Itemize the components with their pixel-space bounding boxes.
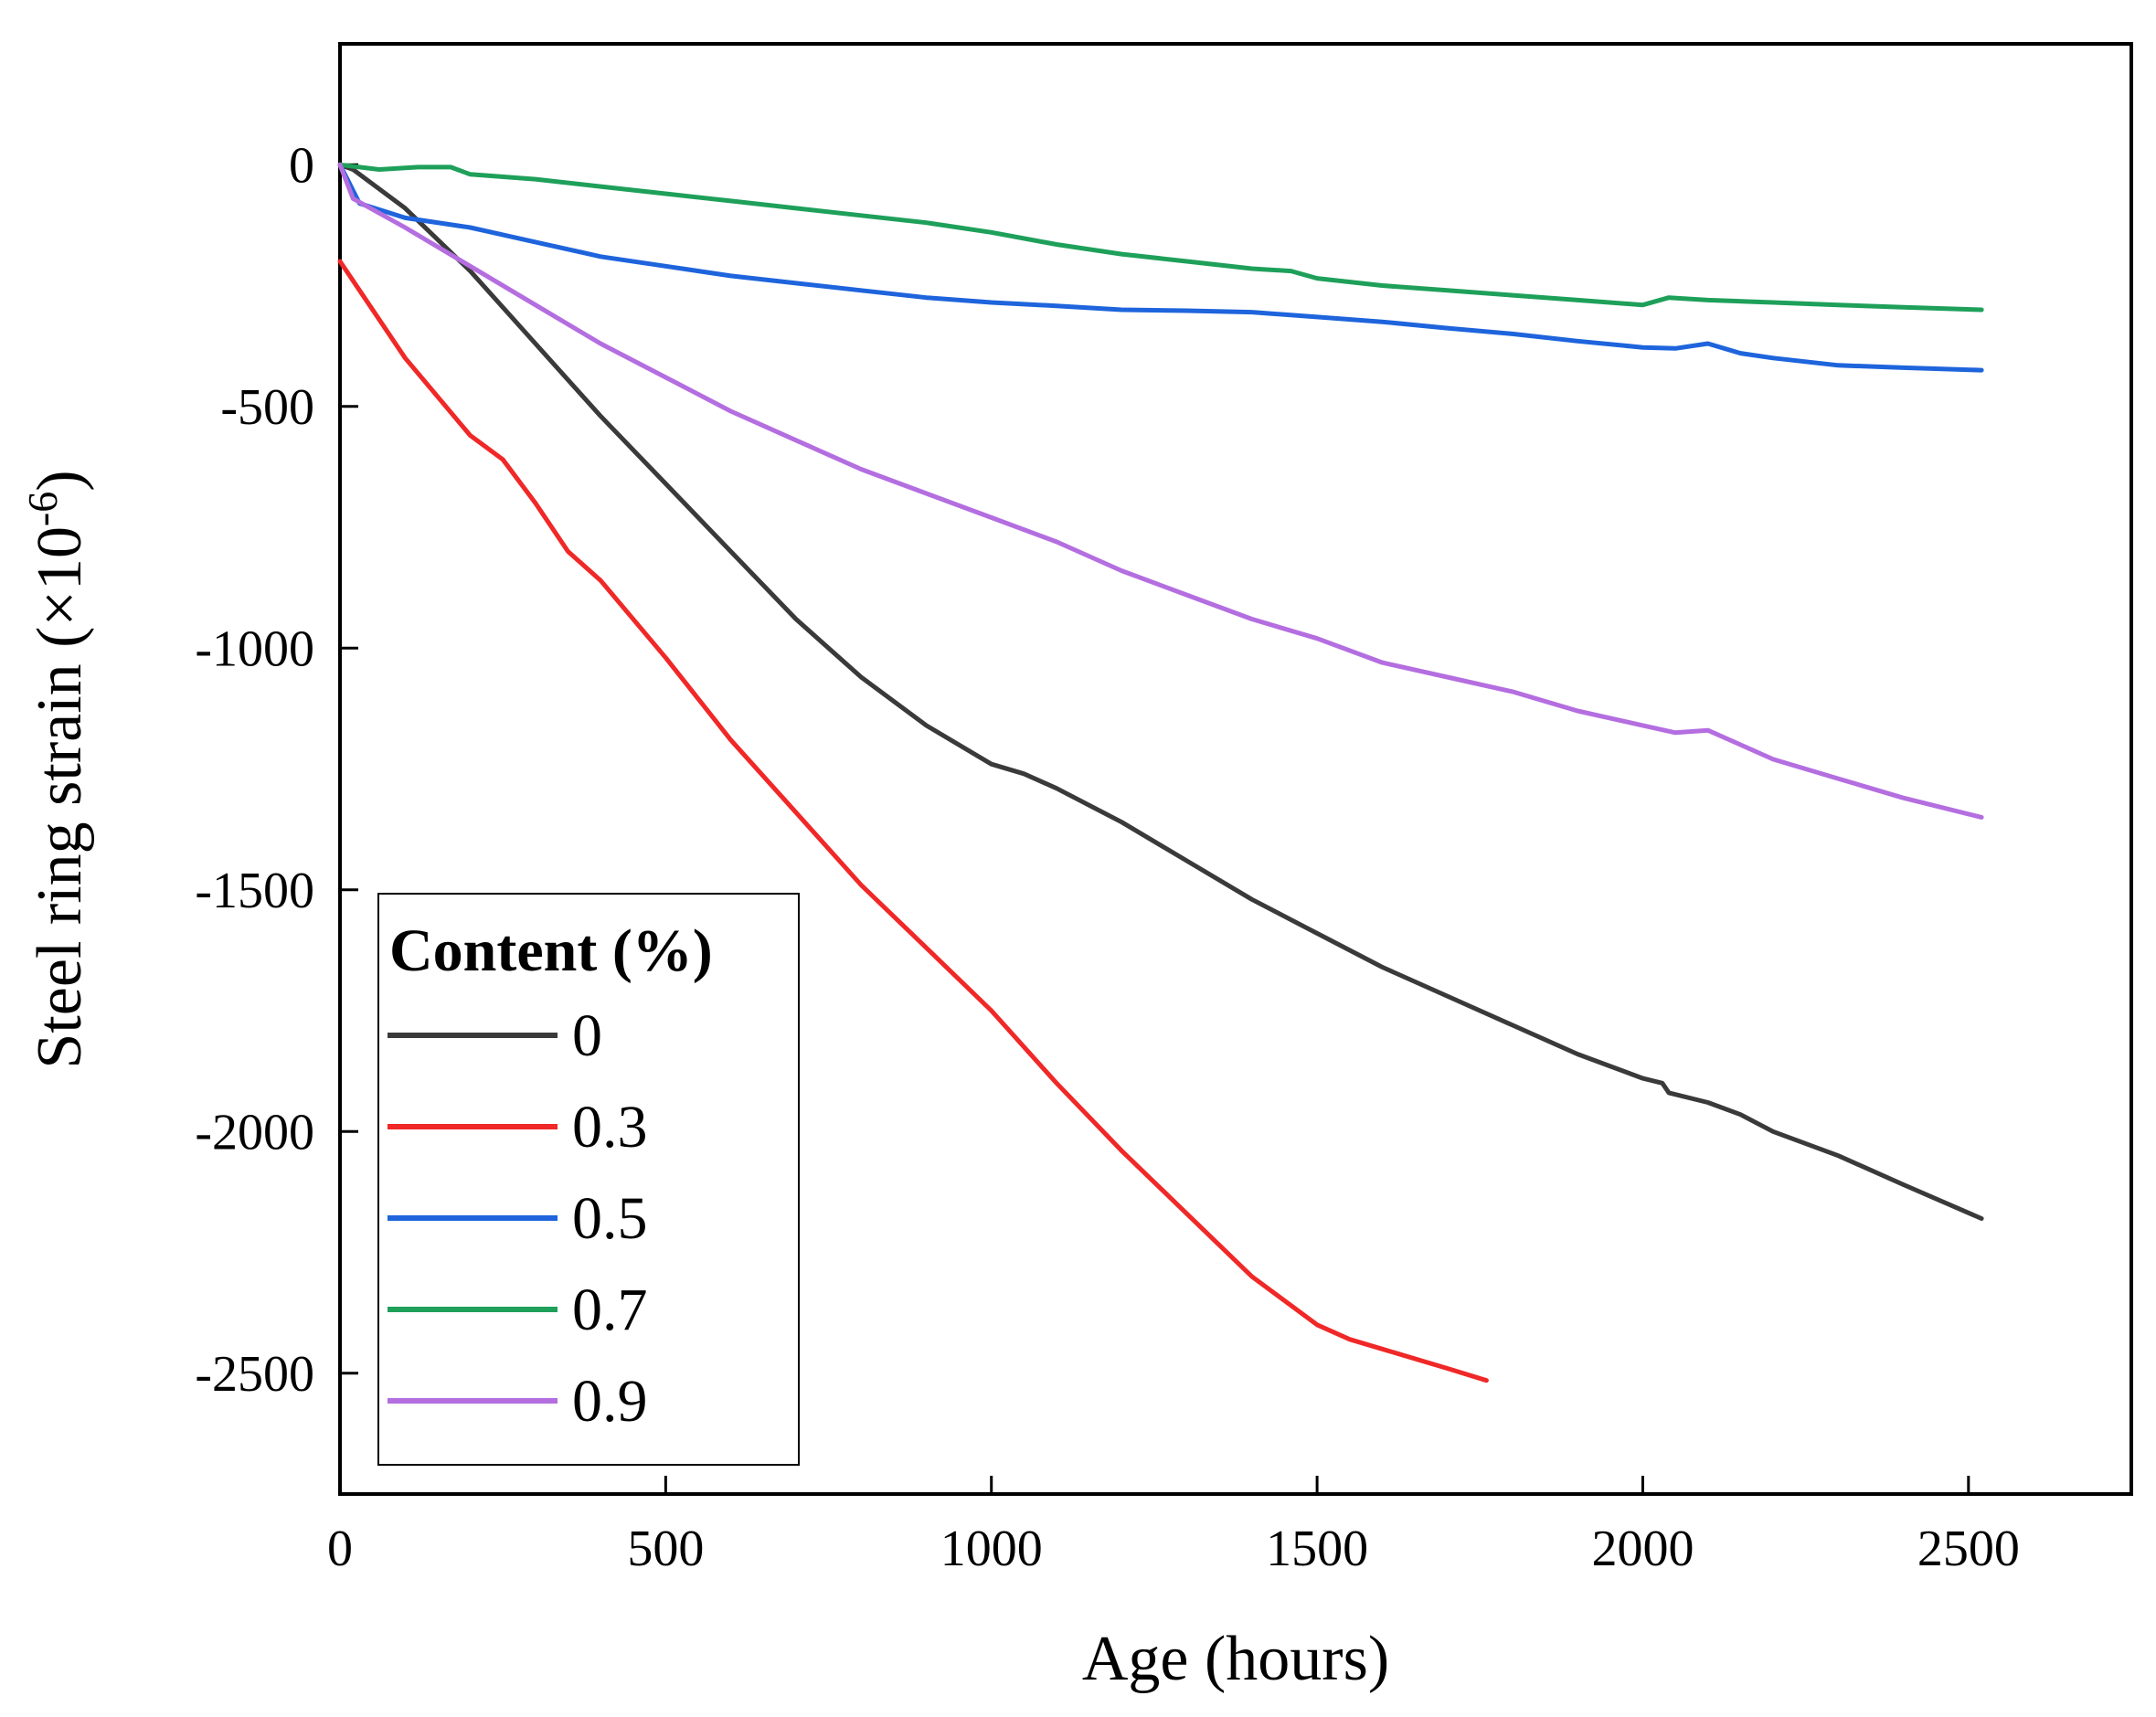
legend-title: Content (%) xyxy=(389,917,713,984)
y-axis-ticks: 0 -500 -1000 -1500 -2000 -2500 xyxy=(195,137,358,1403)
legend-label-0.7: 0.7 xyxy=(572,1277,648,1343)
series-line-0.7 xyxy=(337,162,1984,313)
legend-label-0.9: 0.9 xyxy=(572,1368,648,1435)
x-tick-label: 500 xyxy=(627,1521,704,1577)
x-tick-label: 0 xyxy=(327,1521,353,1577)
legend-label-0: 0 xyxy=(572,1002,602,1069)
y-tick-label: -2000 xyxy=(195,1104,314,1161)
y-tick-label: -1500 xyxy=(195,863,314,919)
x-tick-label: 1500 xyxy=(1266,1521,1368,1577)
series-layer xyxy=(337,162,1984,1383)
series-line-0.3 xyxy=(337,259,1489,1383)
legend: Content (%) 0 0.3 0.5 0.7 0.9 xyxy=(377,893,800,1466)
y-axis-title-main: Steel ring strain (×10 xyxy=(25,526,95,1069)
x-tick-label: 2000 xyxy=(1591,1521,1694,1577)
series-line-0 xyxy=(337,162,1984,1221)
y-tick-label: -500 xyxy=(220,379,314,436)
y-axis-title-exponent: -6 xyxy=(19,492,66,526)
x-tick-label: 1000 xyxy=(940,1521,1043,1577)
y-tick-label: -1000 xyxy=(195,620,314,677)
x-axis-title: Age (hours) xyxy=(1082,1624,1389,1694)
y-axis-title: Steel ring strain (×10-6) xyxy=(19,470,95,1068)
y-tick-label: -2500 xyxy=(195,1346,314,1403)
y-tick-label: 0 xyxy=(289,137,314,194)
x-axis-ticks: 0 500 1000 1500 2000 2500 xyxy=(327,1476,2020,1577)
legend-label-0.5: 0.5 xyxy=(572,1185,648,1252)
y-axis-title-close: ) xyxy=(25,470,95,491)
series-line-0.9 xyxy=(337,162,1984,820)
x-tick-label: 2500 xyxy=(1917,1521,2020,1577)
legend-box xyxy=(377,893,800,1466)
plot-frame xyxy=(338,42,2133,1496)
legend-items: 0 0.3 0.5 0.7 0.9 xyxy=(388,1002,648,1435)
legend-label-0.3: 0.3 xyxy=(572,1094,648,1161)
series-line-0.5 xyxy=(337,162,1984,373)
